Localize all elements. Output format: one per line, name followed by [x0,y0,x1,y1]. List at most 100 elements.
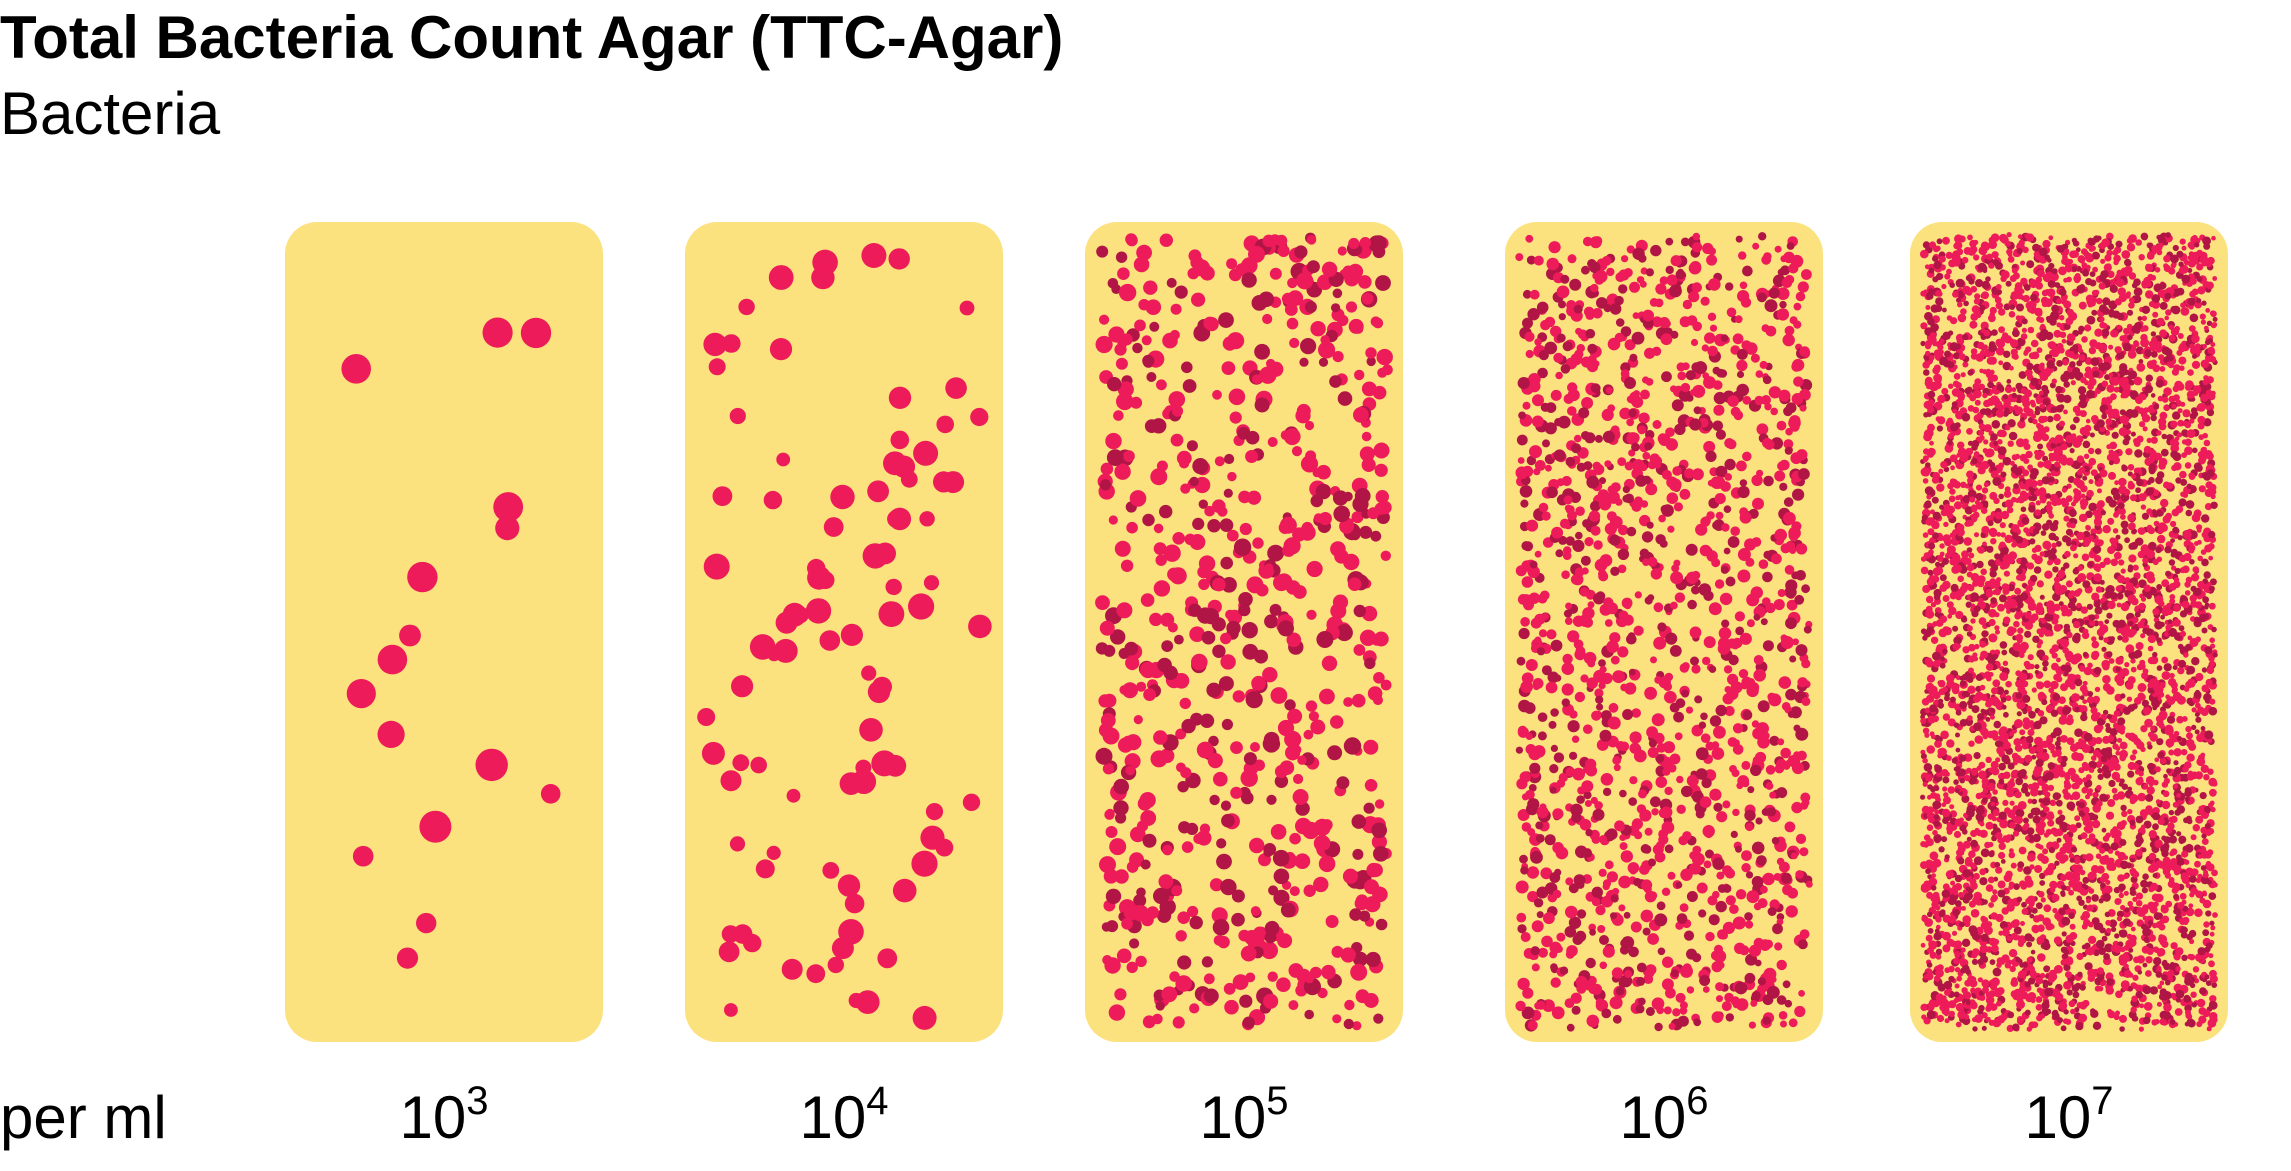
colony [1799,346,1810,357]
colony [1970,348,1978,355]
colony [1557,415,1571,429]
colony [1660,333,1673,346]
colony [1371,822,1387,839]
colony [1716,995,1723,1003]
colony [2007,440,2014,447]
colony [1129,938,1140,949]
colony [1125,655,1140,671]
colony [2177,419,2185,427]
colony [2054,282,2061,288]
colony [1277,620,1294,637]
colony [1599,554,1613,567]
colony [1762,375,1772,385]
colony [2063,381,2070,388]
colony [1198,578,1210,591]
colony [1705,741,1715,751]
colony [2106,612,2113,619]
colony [1590,525,1601,536]
colony [419,810,452,843]
colony [1629,731,1642,744]
colony [352,845,374,867]
colony [1572,539,1585,553]
colony [1142,662,1153,672]
colony [1713,802,1723,812]
colony [1794,1005,1806,1018]
colony [968,614,992,639]
colony [1769,791,1777,799]
colony [1582,617,1594,628]
colony [1700,296,1710,306]
colony [1118,283,1137,302]
colony [1529,762,1541,774]
colony [1772,923,1783,935]
colony [2154,1019,2160,1025]
colony [1954,940,1963,949]
colony [2169,594,2176,600]
colony [1568,916,1582,929]
colony [1524,702,1536,714]
colony [1980,708,1986,714]
colony [1803,625,1812,634]
colony [1704,829,1714,839]
colony [1708,914,1720,926]
colony [1642,845,1652,854]
colony [1997,439,2003,445]
colony [1190,255,1204,270]
colony [1691,664,1701,674]
colony [1361,457,1376,472]
colony [1350,963,1368,981]
colony [1113,410,1124,421]
colony [1114,343,1127,356]
colony [1691,585,1700,595]
colony [2003,771,2011,779]
colony [2006,935,2013,942]
colony [1522,401,1531,410]
colony [1520,499,1529,508]
colony [2106,686,2115,695]
colony [1755,817,1763,825]
colony [2014,587,2022,595]
colony [1747,786,1755,794]
colony [1923,763,1933,772]
colony [2179,264,2189,274]
colony [1726,307,1737,318]
colony [1218,676,1234,692]
colony [2139,421,2146,428]
colony [1607,485,1616,494]
colony [1776,287,1790,300]
colony [1778,676,1792,689]
colony [1102,955,1113,965]
colony [1525,234,1534,243]
colony [2121,635,2129,643]
colony [1676,913,1688,924]
colony [1584,800,1592,807]
colony [1644,827,1653,836]
colony [1220,878,1237,896]
colony [1573,639,1584,650]
colony [1763,475,1774,487]
colony [1202,608,1220,625]
colony [1732,333,1744,345]
colony [1212,919,1230,936]
colony [888,248,910,270]
colony [1132,342,1143,354]
colony [1761,808,1770,816]
colony [1647,594,1655,601]
colony [786,788,801,803]
colony [1784,565,1795,575]
colony [1594,688,1604,698]
colony [1610,912,1617,920]
colony [1136,681,1147,692]
colony [2014,612,2022,620]
colony [2089,271,2096,277]
colony [1333,505,1350,523]
colony [1712,366,1721,375]
colony [2116,678,2125,687]
colony [1192,517,1205,531]
colony [1719,931,1728,940]
colony [837,874,861,897]
colony [1638,412,1650,424]
colony [1675,269,1686,280]
colony [1592,808,1605,821]
colony [1188,603,1202,617]
